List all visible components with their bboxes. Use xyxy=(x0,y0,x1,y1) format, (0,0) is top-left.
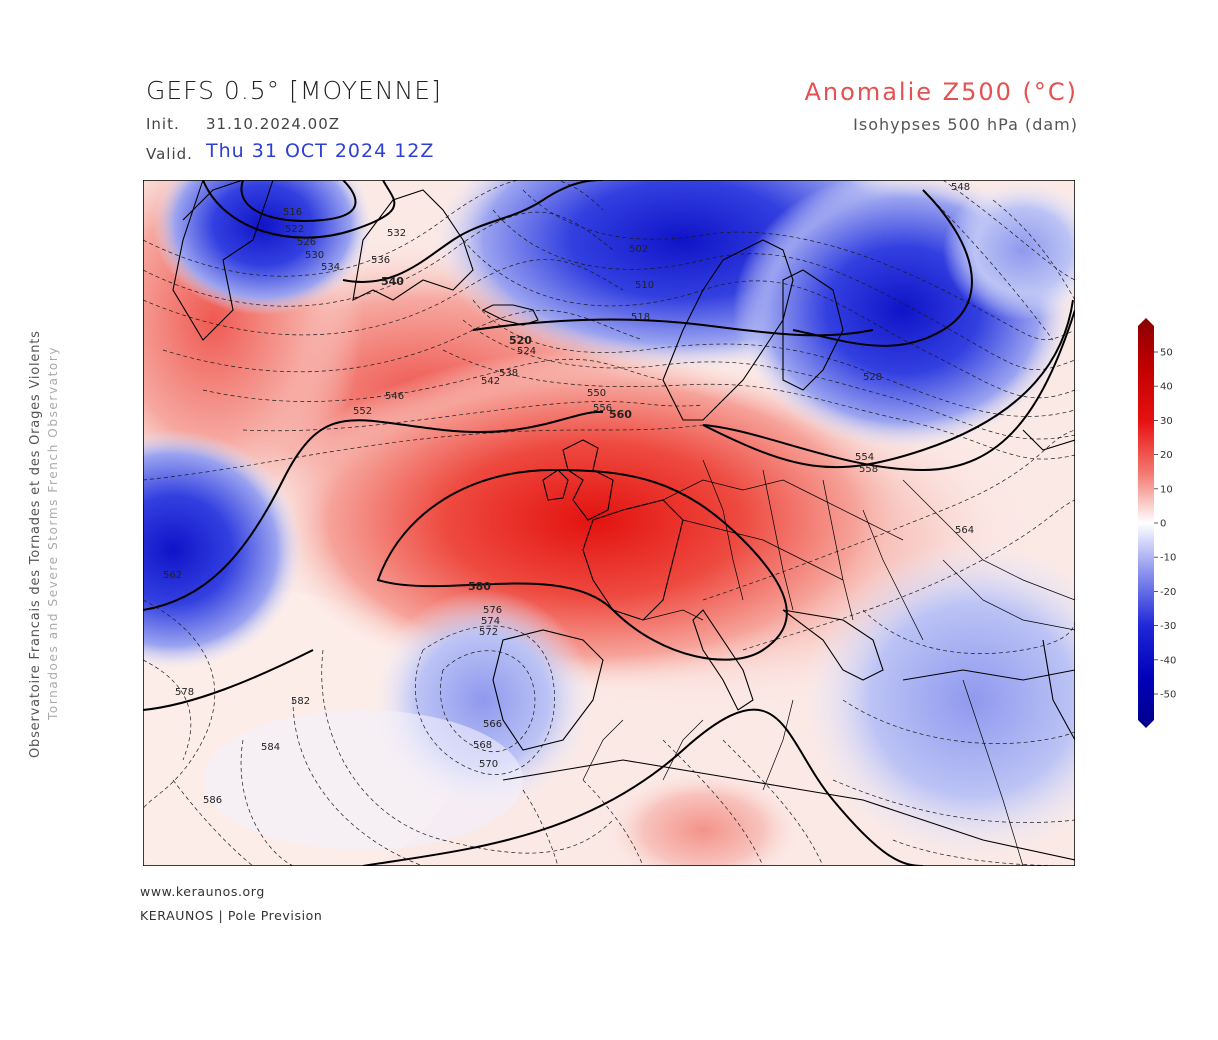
balkans-coast xyxy=(782,609,884,681)
italy-coast xyxy=(692,609,754,711)
contour-label: 524 xyxy=(517,346,536,357)
contour-label: 520 xyxy=(509,334,532,347)
contour-label: 574 xyxy=(481,616,500,627)
contour-label: 560 xyxy=(609,408,632,421)
contour-label: 536 xyxy=(371,255,390,266)
contour-label: 558 xyxy=(859,464,878,475)
contour-label: 582 xyxy=(291,696,310,707)
isohypse-560-east xyxy=(702,309,1075,472)
contour-label: 562 xyxy=(163,570,182,581)
contour-label: 502 xyxy=(629,244,648,255)
contour-label-group: 516 522 526 530 534 532 536 540 546 548 … xyxy=(163,182,974,806)
isohypse-520 xyxy=(472,318,874,337)
contour-label: 546 xyxy=(385,391,404,402)
contour-label: 566 xyxy=(483,719,502,730)
isohypse-540 xyxy=(342,180,604,283)
contour-label: 586 xyxy=(203,795,222,806)
side-credit-en: Tornadoes and Severe Storms French Obser… xyxy=(46,345,60,720)
valid-timestamp: Thu 31 OCT 2024 12Z xyxy=(206,140,435,162)
scandinavia-coast xyxy=(662,239,794,421)
colorbar-tick-label: 20 xyxy=(1160,450,1173,461)
contour-label: 516 xyxy=(283,207,302,218)
contour-label: 576 xyxy=(483,605,502,616)
contour-label: 534 xyxy=(321,262,340,273)
colorbar-ticks: 50 40 30 20 10 0 -10 -20 -30 -40 -50 xyxy=(1154,348,1176,701)
greenland-coast xyxy=(352,189,474,301)
contour-label: 568 xyxy=(473,740,492,751)
init-label: Init. xyxy=(146,115,180,133)
contour-label: 552 xyxy=(353,406,372,417)
contour-label: 580 xyxy=(468,580,491,593)
init-timestamp: 31.10.2024.00Z xyxy=(206,115,341,133)
colorbar-tick-label: -20 xyxy=(1160,587,1176,598)
isohypse-580-south xyxy=(362,708,924,866)
cold-anomaly-greenland xyxy=(153,180,373,315)
contour-label: 538 xyxy=(499,368,518,379)
colorbar-tick-label: 30 xyxy=(1160,416,1173,427)
contour-label: 530 xyxy=(305,250,324,261)
isohypse-516-greenland xyxy=(240,180,357,222)
contour-label: 548 xyxy=(951,182,970,193)
contour-label: 518 xyxy=(631,312,650,323)
colorbar-tick-label: -50 xyxy=(1160,690,1176,701)
contour-label: 572 xyxy=(479,627,498,638)
coastlines xyxy=(172,180,1075,861)
contour-label: 554 xyxy=(855,452,874,463)
contour-label: 532 xyxy=(387,228,406,239)
anomaly-map: 516 522 526 530 534 532 536 540 546 548 … xyxy=(143,180,1075,866)
valid-label: Valid. xyxy=(146,145,193,163)
france-coast xyxy=(582,499,684,621)
isohypse-580-west xyxy=(143,649,314,711)
colorbar-tick-label: 10 xyxy=(1160,484,1173,495)
cold-anomaly-atlantic-west xyxy=(143,430,303,670)
colorbar-tick-label: 40 xyxy=(1160,382,1173,393)
finland-coast xyxy=(782,269,844,391)
isohypse-560 xyxy=(143,410,604,611)
bold-isohypses xyxy=(143,180,1075,866)
map-title: GEFS 0.5° [MOYENNE] xyxy=(146,76,442,105)
colorbar: 50 40 30 20 10 0 -10 -20 -30 -40 -50 xyxy=(1138,318,1176,728)
contour-label: 570 xyxy=(479,759,498,770)
contour-label: 510 xyxy=(635,280,654,291)
contour-label: 584 xyxy=(261,742,280,753)
contour-label: 526 xyxy=(297,237,316,248)
colorbar-tick-label: 0 xyxy=(1160,519,1166,530)
country-borders xyxy=(582,459,1075,866)
colorbar-tick-label: -30 xyxy=(1160,621,1176,632)
colorbar-tick-label: -10 xyxy=(1160,553,1176,564)
contour-label: 522 xyxy=(285,224,304,235)
footer-url: www.keraunos.org xyxy=(140,884,265,899)
footer-credit: KERAUNOS | Pole Prevision xyxy=(140,908,323,923)
parameter-subtitle: Isohypses 500 hPa (dam) xyxy=(853,115,1078,134)
isohypse-580-core xyxy=(376,468,788,661)
colorbar-gradient xyxy=(1138,318,1154,728)
dashed-isohypses xyxy=(143,180,1075,866)
contour-label: 542 xyxy=(481,376,500,387)
ireland-coast xyxy=(542,469,569,501)
contour-label: 556 xyxy=(593,403,612,414)
north-africa-coast xyxy=(502,759,1075,861)
contour-label: 528 xyxy=(863,372,882,383)
contour-label: 550 xyxy=(587,388,606,399)
contour-label: 564 xyxy=(955,525,974,536)
iceland-coast xyxy=(481,304,539,326)
colorbar-tick-label: -40 xyxy=(1160,655,1176,666)
parameter-title: Anomalie Z500 (°C) xyxy=(804,78,1078,106)
colorbar-tick-label: 50 xyxy=(1160,348,1173,359)
contour-label: 540 xyxy=(381,275,404,288)
contour-label: 578 xyxy=(175,687,194,698)
side-credit-fr: Observatoire Francais des Tornades et de… xyxy=(28,330,43,758)
british-isles-coast xyxy=(562,439,614,521)
cold-anomaly-east-med xyxy=(803,540,1075,860)
iberia-coast xyxy=(492,629,604,751)
